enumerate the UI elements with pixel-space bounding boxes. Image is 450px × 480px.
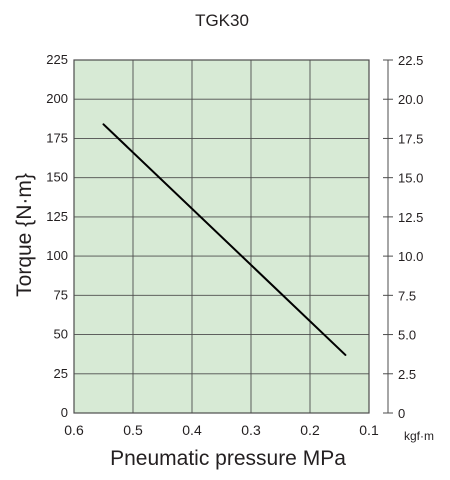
- x-tick-label-1: 0.5: [123, 422, 143, 438]
- x-tick-label-3: 0.3: [241, 422, 261, 438]
- grid-lines: [73, 59, 370, 414]
- series-layer: [102, 123, 347, 356]
- tick-labels: 0 25 50 75 100 125 150 175 200 225 0.6 0.5 0.4 0.3 0.2…: [46, 52, 379, 438]
- chart-title: TGK30: [195, 11, 249, 30]
- y-tick-label-1: 25: [54, 366, 68, 381]
- y-tick-label-8: 200: [46, 91, 68, 106]
- y-tick-label-3: 75: [54, 287, 68, 302]
- x-tick-label-5: 0.1: [359, 422, 379, 438]
- y2-tick-label-8: 20.0: [398, 92, 423, 107]
- y-tick-label-7: 175: [46, 130, 68, 145]
- y-tick-label-4: 100: [46, 248, 68, 263]
- y-tick-label-5: 125: [46, 209, 68, 224]
- y-tick-label-6: 150: [46, 170, 68, 185]
- y2-tick-label-0: 0: [398, 406, 405, 421]
- y2-tick-label-4: 10.0: [398, 249, 423, 264]
- y2-tick-label-2: 5.0: [398, 328, 416, 343]
- y2-tick-label-6: 15.0: [398, 171, 423, 186]
- y-tick-label-0: 0: [61, 405, 68, 420]
- y2-tick-label-9: 22.5: [398, 53, 423, 68]
- secondary-y-axis: 0 2.5 5.0 7.5 10.0 12.5 15.0 17.5 20.0 22.5: [383, 53, 423, 421]
- y2-tick-label-3: 7.5: [398, 288, 416, 303]
- y-tick-label-9: 225: [46, 52, 68, 67]
- y-axis-label: Torque {N·m}: [13, 173, 36, 297]
- x-tick-label-0: 0.6: [64, 422, 84, 438]
- y2-tick-label-7: 17.5: [398, 131, 423, 146]
- x-tick-label-2: 0.4: [182, 422, 202, 438]
- y2-tick-label-1: 2.5: [398, 367, 416, 382]
- series-line-0: [102, 123, 347, 356]
- y2-tick-label-5: 12.5: [398, 210, 423, 225]
- x-axis-label: Pneumatic pressure MPa: [110, 447, 346, 470]
- y-tick-label-2: 50: [54, 327, 68, 342]
- x-tick-label-4: 0.2: [300, 422, 320, 438]
- secondary-y-unit-label: kgf·m: [404, 429, 434, 443]
